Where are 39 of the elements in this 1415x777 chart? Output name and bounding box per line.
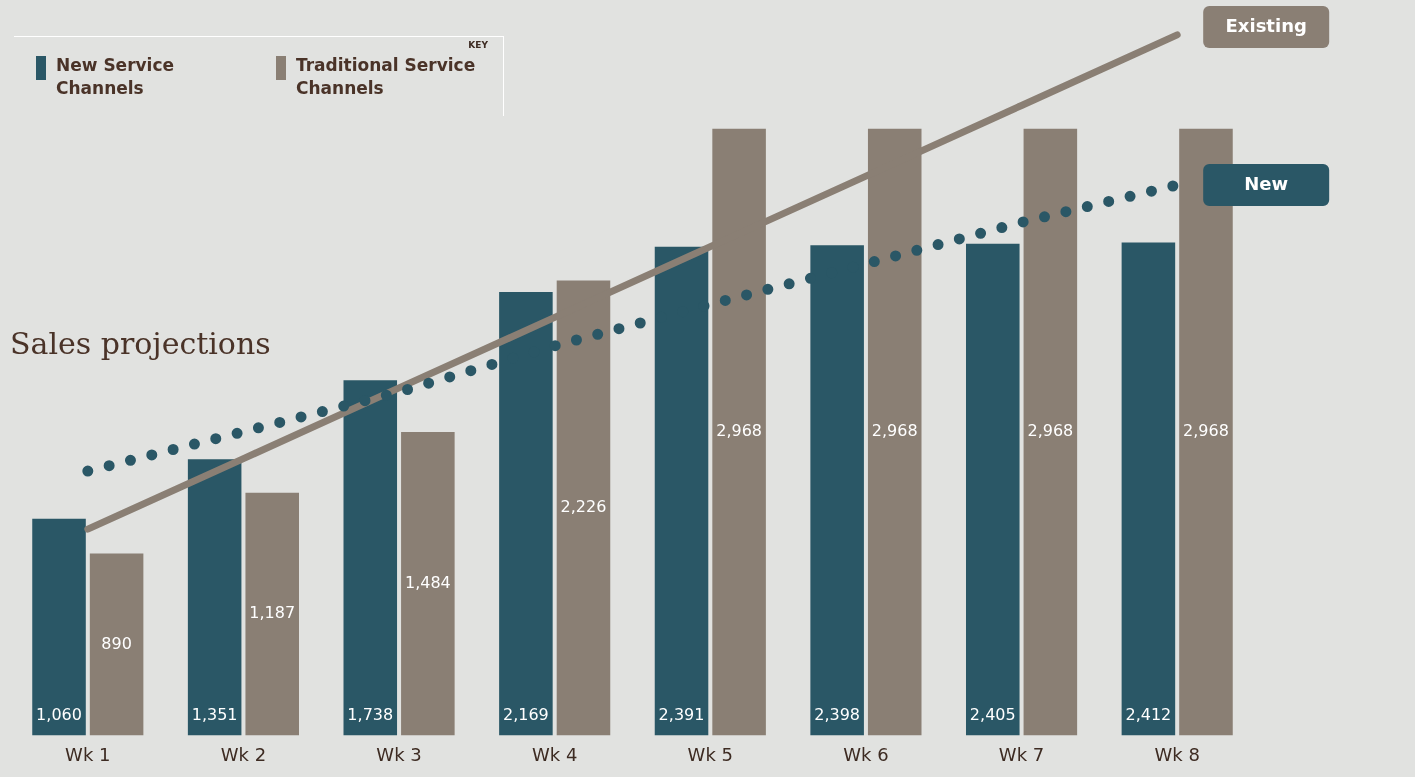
bar xyxy=(401,432,455,736)
text: New xyxy=(1244,172,1289,194)
data-label: 2,398 xyxy=(814,704,861,724)
data-label: 2,968 xyxy=(1183,421,1229,441)
data-label: 1,351 xyxy=(191,704,238,724)
x-tick-label: Wk 5 xyxy=(687,743,734,765)
data-label: 2,968 xyxy=(716,421,763,441)
legend-label: New Service Channels xyxy=(56,54,176,100)
data-label: 2,968 xyxy=(871,421,918,441)
bar xyxy=(1121,242,1176,736)
bar xyxy=(187,459,242,736)
x-tick-label: Wk 2 xyxy=(220,743,267,765)
data-label: 2,169 xyxy=(502,704,549,724)
text: Existing xyxy=(1225,14,1307,36)
x-tick-label: Wk 4 xyxy=(531,743,578,765)
data-label: 2,405 xyxy=(969,704,1016,724)
data-label: 1,738 xyxy=(347,704,394,724)
legend-title: KEY xyxy=(468,40,488,50)
legend-label: Traditional Service Channels xyxy=(296,54,476,100)
bar xyxy=(89,553,144,736)
data-label: 2,412 xyxy=(1125,704,1172,724)
data-label: 2,968 xyxy=(1027,421,1074,441)
data-label: 2,391 xyxy=(658,704,705,724)
x-tick-label: Wk 1 xyxy=(65,743,111,765)
x-tick-label: Wk 6 xyxy=(843,743,889,765)
data-label: 1,484 xyxy=(404,572,451,592)
data-label: 1,060 xyxy=(36,704,82,724)
x-tick-label: Wk 7 xyxy=(998,743,1045,765)
data-label: 890 xyxy=(101,633,132,653)
text: Sales projections xyxy=(10,326,271,361)
bar xyxy=(1023,128,1078,736)
x-tick-label: Wk 8 xyxy=(1154,743,1200,765)
bar xyxy=(1179,128,1233,736)
data-label: 1,187 xyxy=(249,603,296,623)
x-tick-label: Wk 3 xyxy=(376,743,422,765)
bar xyxy=(245,492,299,736)
bar xyxy=(32,518,86,736)
data-label: 2,226 xyxy=(560,497,607,517)
bar xyxy=(966,243,1020,736)
